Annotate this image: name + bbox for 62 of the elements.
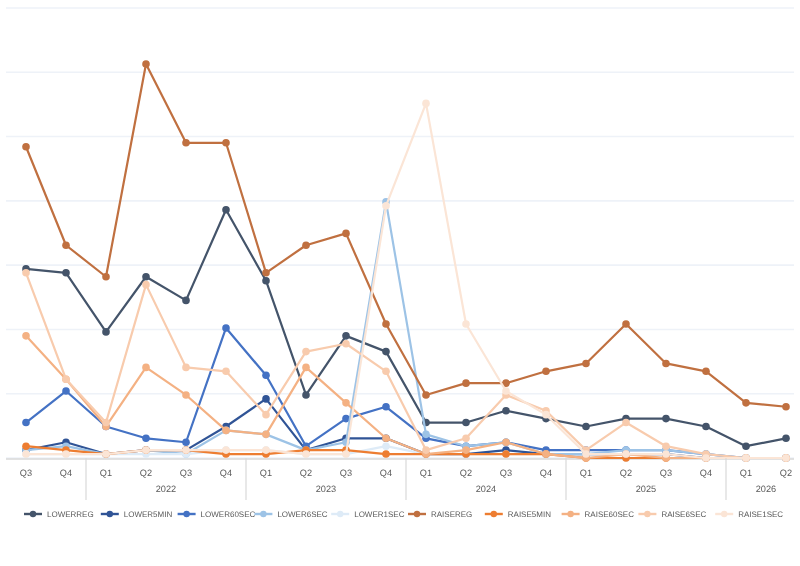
point — [222, 367, 230, 376]
point — [182, 363, 190, 372]
point — [702, 367, 710, 376]
point — [262, 269, 270, 277]
point — [702, 422, 710, 431]
point — [382, 347, 390, 356]
point — [382, 367, 390, 376]
point — [302, 363, 310, 372]
point — [62, 241, 70, 250]
point — [382, 450, 390, 458]
point — [262, 410, 270, 419]
point — [102, 272, 110, 281]
point — [62, 269, 70, 277]
point — [22, 332, 30, 340]
point — [382, 402, 390, 411]
point — [502, 379, 510, 387]
point — [302, 241, 310, 250]
point — [342, 339, 350, 348]
point — [102, 328, 110, 336]
point — [142, 272, 150, 281]
point — [182, 139, 190, 147]
point — [342, 414, 350, 423]
point — [742, 399, 750, 407]
point — [182, 391, 190, 399]
point — [342, 332, 350, 340]
point — [422, 99, 430, 108]
point — [422, 391, 430, 399]
point — [462, 379, 470, 387]
point — [782, 402, 790, 411]
point — [262, 395, 270, 403]
point — [182, 438, 190, 447]
point — [742, 442, 750, 450]
point — [382, 320, 390, 328]
point — [302, 347, 310, 356]
point — [142, 434, 150, 443]
point — [222, 139, 230, 147]
point — [582, 359, 590, 368]
point — [302, 391, 310, 399]
point — [222, 324, 230, 332]
point — [462, 320, 470, 328]
point — [782, 434, 790, 443]
point — [342, 229, 350, 238]
point — [582, 422, 590, 431]
point — [182, 296, 190, 305]
point — [262, 276, 270, 285]
point — [662, 359, 670, 368]
point — [262, 371, 270, 380]
point — [142, 60, 150, 68]
point — [382, 442, 390, 450]
point — [222, 205, 230, 214]
point — [142, 280, 150, 289]
point — [22, 142, 30, 151]
point — [62, 387, 70, 395]
point — [142, 363, 150, 372]
point — [542, 367, 550, 376]
point — [462, 434, 470, 443]
point — [662, 414, 670, 423]
point — [342, 399, 350, 407]
point — [502, 406, 510, 415]
point — [622, 320, 630, 328]
point — [22, 418, 30, 427]
point — [462, 418, 470, 427]
